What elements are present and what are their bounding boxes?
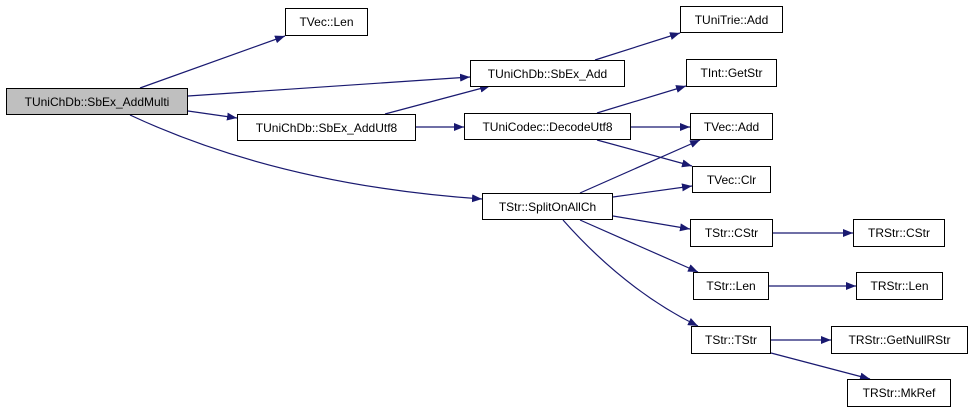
node-addutf8[interactable]: TUniChDb::SbEx_AddUtf8 xyxy=(237,114,416,141)
node-tvecclr[interactable]: TVec::Clr xyxy=(692,166,771,193)
node-splitonallch[interactable]: TStr::SplitOnAllCh xyxy=(482,193,613,220)
edge-addmulti-to-addutf8 xyxy=(187,110,238,121)
edge-addutf8-to-sbexadd xyxy=(384,84,491,115)
edge-tstrtstr-to-mkref xyxy=(770,352,871,381)
edge-splitonallch-to-tvecadd xyxy=(579,139,701,194)
edge-addmulti-to-splitonallch xyxy=(129,114,483,203)
node-unitrieadd[interactable]: TUniTrie::Add xyxy=(680,6,783,33)
edge-sbexadd-to-unitrieadd xyxy=(594,32,681,61)
node-tstrcstr[interactable]: TStr::CStr xyxy=(690,219,773,247)
node-decodeutf8[interactable]: TUniCodec::DecodeUtf8 xyxy=(464,113,631,140)
edge-decodeutf8-to-intgetstr xyxy=(596,85,687,114)
edge-decodeutf8-to-tvecclr xyxy=(596,139,693,168)
node-tveclen[interactable]: TVec::Len xyxy=(285,8,368,36)
node-intgetstr[interactable]: TInt::GetStr xyxy=(686,59,777,87)
edge-addmulti-to-sbexadd xyxy=(187,73,471,97)
node-sbexadd[interactable]: TUniChDb::SbEx_Add xyxy=(470,60,625,87)
node-getnullrstr[interactable]: TRStr::GetNullRStr xyxy=(831,326,968,354)
node-addmulti: TUniChDb::SbEx_AddMulti xyxy=(6,88,188,115)
node-mkref[interactable]: TRStr::MkRef xyxy=(847,379,951,407)
edge-splitonallch-to-tvecclr xyxy=(612,183,693,198)
edge-splitonallch-to-tstrtstr xyxy=(562,219,699,327)
node-tstrtstr[interactable]: TStr::TStr xyxy=(691,326,771,354)
node-tvecadd[interactable]: TVec::Add xyxy=(690,113,773,140)
edge-splitonallch-to-tstrcstr xyxy=(612,215,691,232)
node-trstrlen[interactable]: TRStr::Len xyxy=(856,272,943,300)
edge-addmulti-to-tveclen xyxy=(139,35,286,89)
edge-splitonallch-to-tstrlen xyxy=(579,219,699,273)
node-trstrcstr[interactable]: TRStr::CStr xyxy=(853,219,945,247)
node-tstrlen[interactable]: TStr::Len xyxy=(693,272,769,300)
